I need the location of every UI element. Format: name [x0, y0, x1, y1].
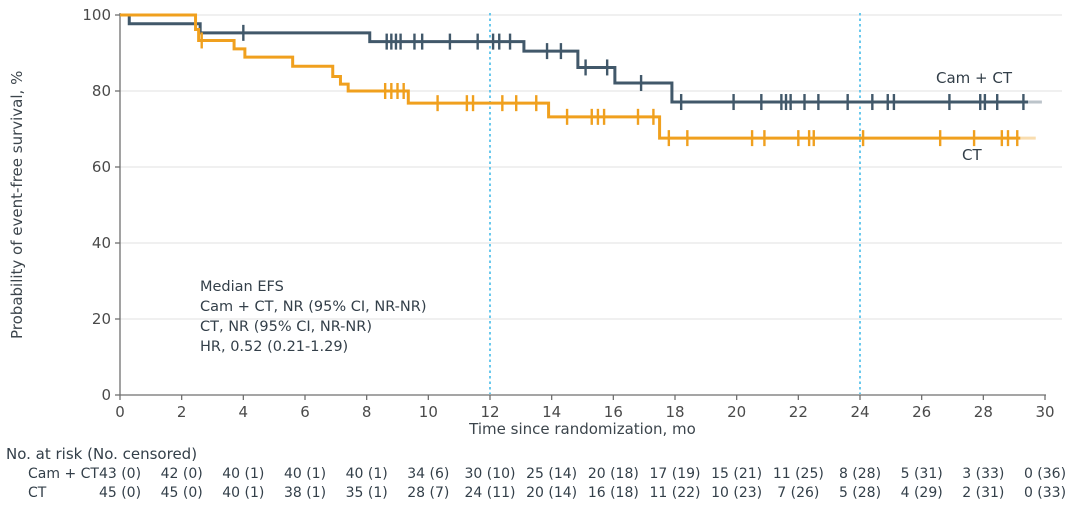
x-tick-label: 18: [665, 403, 684, 421]
risk-cell: 45 (0): [98, 485, 142, 501]
x-tick-label: 22: [789, 403, 808, 421]
annotation-line-hr: HR, 0.52 (0.21-1.29): [200, 339, 349, 355]
risk-cell: 25 (14): [526, 466, 578, 482]
km-curve-ct: [120, 13, 1021, 140]
y-tick-label: 40: [92, 234, 111, 252]
annotation-line-camct: Cam + CT, NR (95% CI, NR-NR): [200, 299, 427, 315]
risk-cell: 40 (1): [222, 485, 265, 501]
curve-label-cam-ct: Cam + CT: [936, 69, 1013, 87]
x-tick-label: 10: [419, 403, 438, 421]
risk-cell: 20 (18): [587, 466, 639, 482]
y-tick-label: 60: [92, 158, 111, 176]
risk-cell: 15 (21): [711, 466, 763, 482]
risk-cell: 45 (0): [160, 485, 203, 501]
annotation-line-median: Median EFS: [200, 279, 284, 295]
risk-cell: 38 (1): [283, 485, 327, 501]
y-tick-label: 20: [92, 310, 111, 328]
median-efs-annotation: Median EFS Cam + CT, NR (95% CI, NR-NR) …: [200, 277, 427, 357]
risk-cell: 20 (14): [526, 485, 578, 501]
risk-cell: 7 (26): [777, 485, 820, 501]
x-tick-label: 12: [480, 403, 499, 421]
x-tick-label: 26: [912, 403, 931, 421]
x-tick-label: 30: [1035, 403, 1054, 421]
x-tick-label: 14: [542, 403, 561, 421]
x-tick-label: 0: [115, 403, 125, 421]
x-tick-label: 28: [974, 403, 993, 421]
risk-cell: 11 (22): [649, 485, 701, 501]
risk-cell: 5 (28): [838, 485, 882, 501]
risk-cell: 17 (19): [649, 466, 701, 482]
risk-cell: 4 (29): [900, 485, 943, 501]
risk-cell: 40 (1): [345, 466, 388, 482]
x-tick-label: 8: [362, 403, 372, 421]
risk-cell: 35 (1): [345, 485, 388, 501]
x-tick-label: 4: [239, 403, 249, 421]
risk-cell: 28 (7): [407, 485, 450, 501]
annotation-line-ct: CT, NR (95% CI, NR-NR): [200, 319, 372, 335]
risk-cell: 34 (6): [407, 466, 450, 482]
risk-cell: 30 (10): [464, 466, 516, 482]
risk-cell: 2 (31): [962, 485, 1005, 501]
x-axis-title: Time since randomization, mo: [469, 420, 696, 438]
x-tick-label: 16: [604, 403, 623, 421]
risk-cell: 24 (11): [464, 485, 516, 501]
risk-cell: 0 (36): [1023, 466, 1067, 482]
risk-cell: 16 (18): [587, 485, 639, 501]
risk-row-label-ct: CT: [28, 485, 47, 501]
y-tick-label: 0: [101, 386, 111, 404]
risk-cell: 10 (23): [711, 485, 763, 501]
risk-cell: 40 (1): [222, 466, 265, 482]
risk-cell: 11 (25): [772, 466, 824, 482]
risk-cell: 0 (33): [1023, 485, 1067, 501]
km-curve-cam-ct: [120, 13, 1029, 104]
risk-row-label-cam-ct: Cam + CT: [28, 466, 99, 482]
x-tick-label: 24: [850, 403, 869, 421]
risk-cell: 3 (33): [962, 466, 1005, 482]
y-axis-title: Probability of event-free survival, %: [8, 70, 26, 340]
risk-table-title: No. at risk (No. censored): [6, 445, 198, 463]
curve-label-ct: CT: [962, 146, 982, 164]
risk-cell: 40 (1): [283, 466, 327, 482]
x-tick-label: 6: [300, 403, 310, 421]
risk-cell: 8 (28): [838, 466, 882, 482]
x-tick-label: 20: [727, 403, 746, 421]
risk-cell: 5 (31): [900, 466, 943, 482]
x-tick-label: 2: [177, 403, 187, 421]
risk-cell: 43 (0): [98, 466, 142, 482]
y-tick-label: 100: [82, 6, 111, 24]
y-tick-label: 80: [92, 82, 111, 100]
risk-cell: 42 (0): [160, 466, 203, 482]
